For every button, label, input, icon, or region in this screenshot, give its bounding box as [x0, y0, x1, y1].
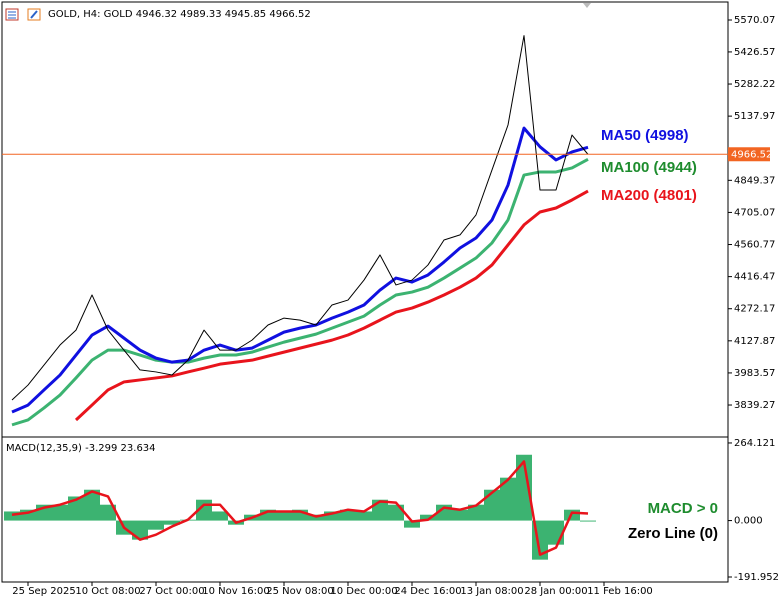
macd-bar: [340, 509, 356, 521]
x-tick-label: 10 Nov 16:00: [202, 586, 269, 597]
x-tick-label: 11 Feb 16:00: [587, 586, 653, 597]
x-tick-label: 25 Nov 08:00: [266, 586, 333, 597]
y-tick-label: 3839.27: [734, 400, 775, 411]
ma-label: MA100 (4944): [601, 159, 697, 176]
macd-bar: [468, 504, 484, 521]
macd-bar: [452, 509, 468, 521]
annotation: MACD > 0: [648, 500, 718, 517]
frame: [1, 1, 729, 583]
y-tick-label: 5137.97: [734, 111, 775, 122]
x-tick-label: 10 Oct 08:00: [75, 586, 140, 597]
y-tick-label: 4560.77: [734, 240, 775, 251]
price-line: [74, 189, 589, 422]
x-tick-label: 25 Sep 2025: [12, 586, 75, 597]
y-tick-label: 5282.22: [734, 79, 775, 90]
x-tick-label: 13 Jan 08:00: [460, 586, 523, 597]
macd-bar: [500, 477, 516, 521]
price-line: [11, 157, 589, 427]
y-tick-label: 4127.87: [734, 336, 775, 347]
y-tick-label: 264.121: [734, 438, 775, 449]
macd-bar: [260, 509, 276, 521]
y-tick-label: 4705.07: [734, 207, 775, 218]
macd-bar: [148, 520, 164, 530]
macd-bar: [292, 509, 308, 521]
y-tick-label: 5426.57: [734, 47, 775, 58]
macd-bar: [516, 454, 532, 521]
current-price-tag: [728, 147, 770, 162]
macd-bar: [324, 511, 340, 521]
macd-bar: [356, 511, 372, 521]
macd-bar: [212, 511, 228, 521]
macd-title: MACD(12,35,9) -3.299 23.634: [6, 443, 156, 454]
y-tick-label: 4416.47: [734, 272, 775, 283]
macd-bar: [388, 504, 404, 521]
macd-bar: [84, 489, 100, 521]
macd-bar: [164, 520, 180, 525]
x-tick-label: 28 Jan 00:00: [524, 586, 587, 597]
icon-line: [30, 10, 38, 19]
price-line: [11, 126, 589, 414]
chart-title: GOLD, H4: GOLD 4946.32 4989.33 4945.85 4…: [48, 9, 311, 20]
current-price-label: 4966.52: [731, 149, 772, 160]
y-tick-label: 3983.57: [734, 368, 775, 379]
macd-bar: [132, 520, 148, 540]
macd-bar: [484, 489, 500, 521]
macd-bar: [20, 509, 36, 521]
y-tick-label: 4849.37: [734, 175, 775, 186]
macd-bar: [580, 520, 596, 522]
toolbar-icons: [5, 8, 41, 21]
ma-label: MA50 (4998): [601, 127, 689, 144]
x-tick-label: 10 Dec 00:00: [330, 586, 397, 597]
signal-line: [11, 460, 589, 556]
y-tick-label: 5570.07: [734, 15, 775, 26]
macd-bar: [4, 511, 20, 521]
x-tick-label: 24 Dec 16:00: [394, 586, 461, 597]
macd-bar: [404, 520, 420, 528]
ma-label: MA200 (4801): [601, 187, 697, 204]
y-tick-label: 0.000: [734, 516, 763, 527]
annotation: Zero Line (0): [628, 525, 718, 542]
price-line: [11, 35, 589, 401]
y-tick-label: 4272.17: [734, 304, 775, 315]
y-tick-label: -191.952: [734, 572, 779, 583]
macd-bar: [100, 504, 116, 521]
macd-bar: [68, 496, 84, 521]
macd-bar: [52, 504, 68, 521]
shift-marker: [583, 3, 591, 8]
x-tick-label: 27 Oct 00:00: [139, 586, 204, 597]
macd-bar: [276, 511, 292, 521]
macd-bar: [420, 514, 436, 521]
